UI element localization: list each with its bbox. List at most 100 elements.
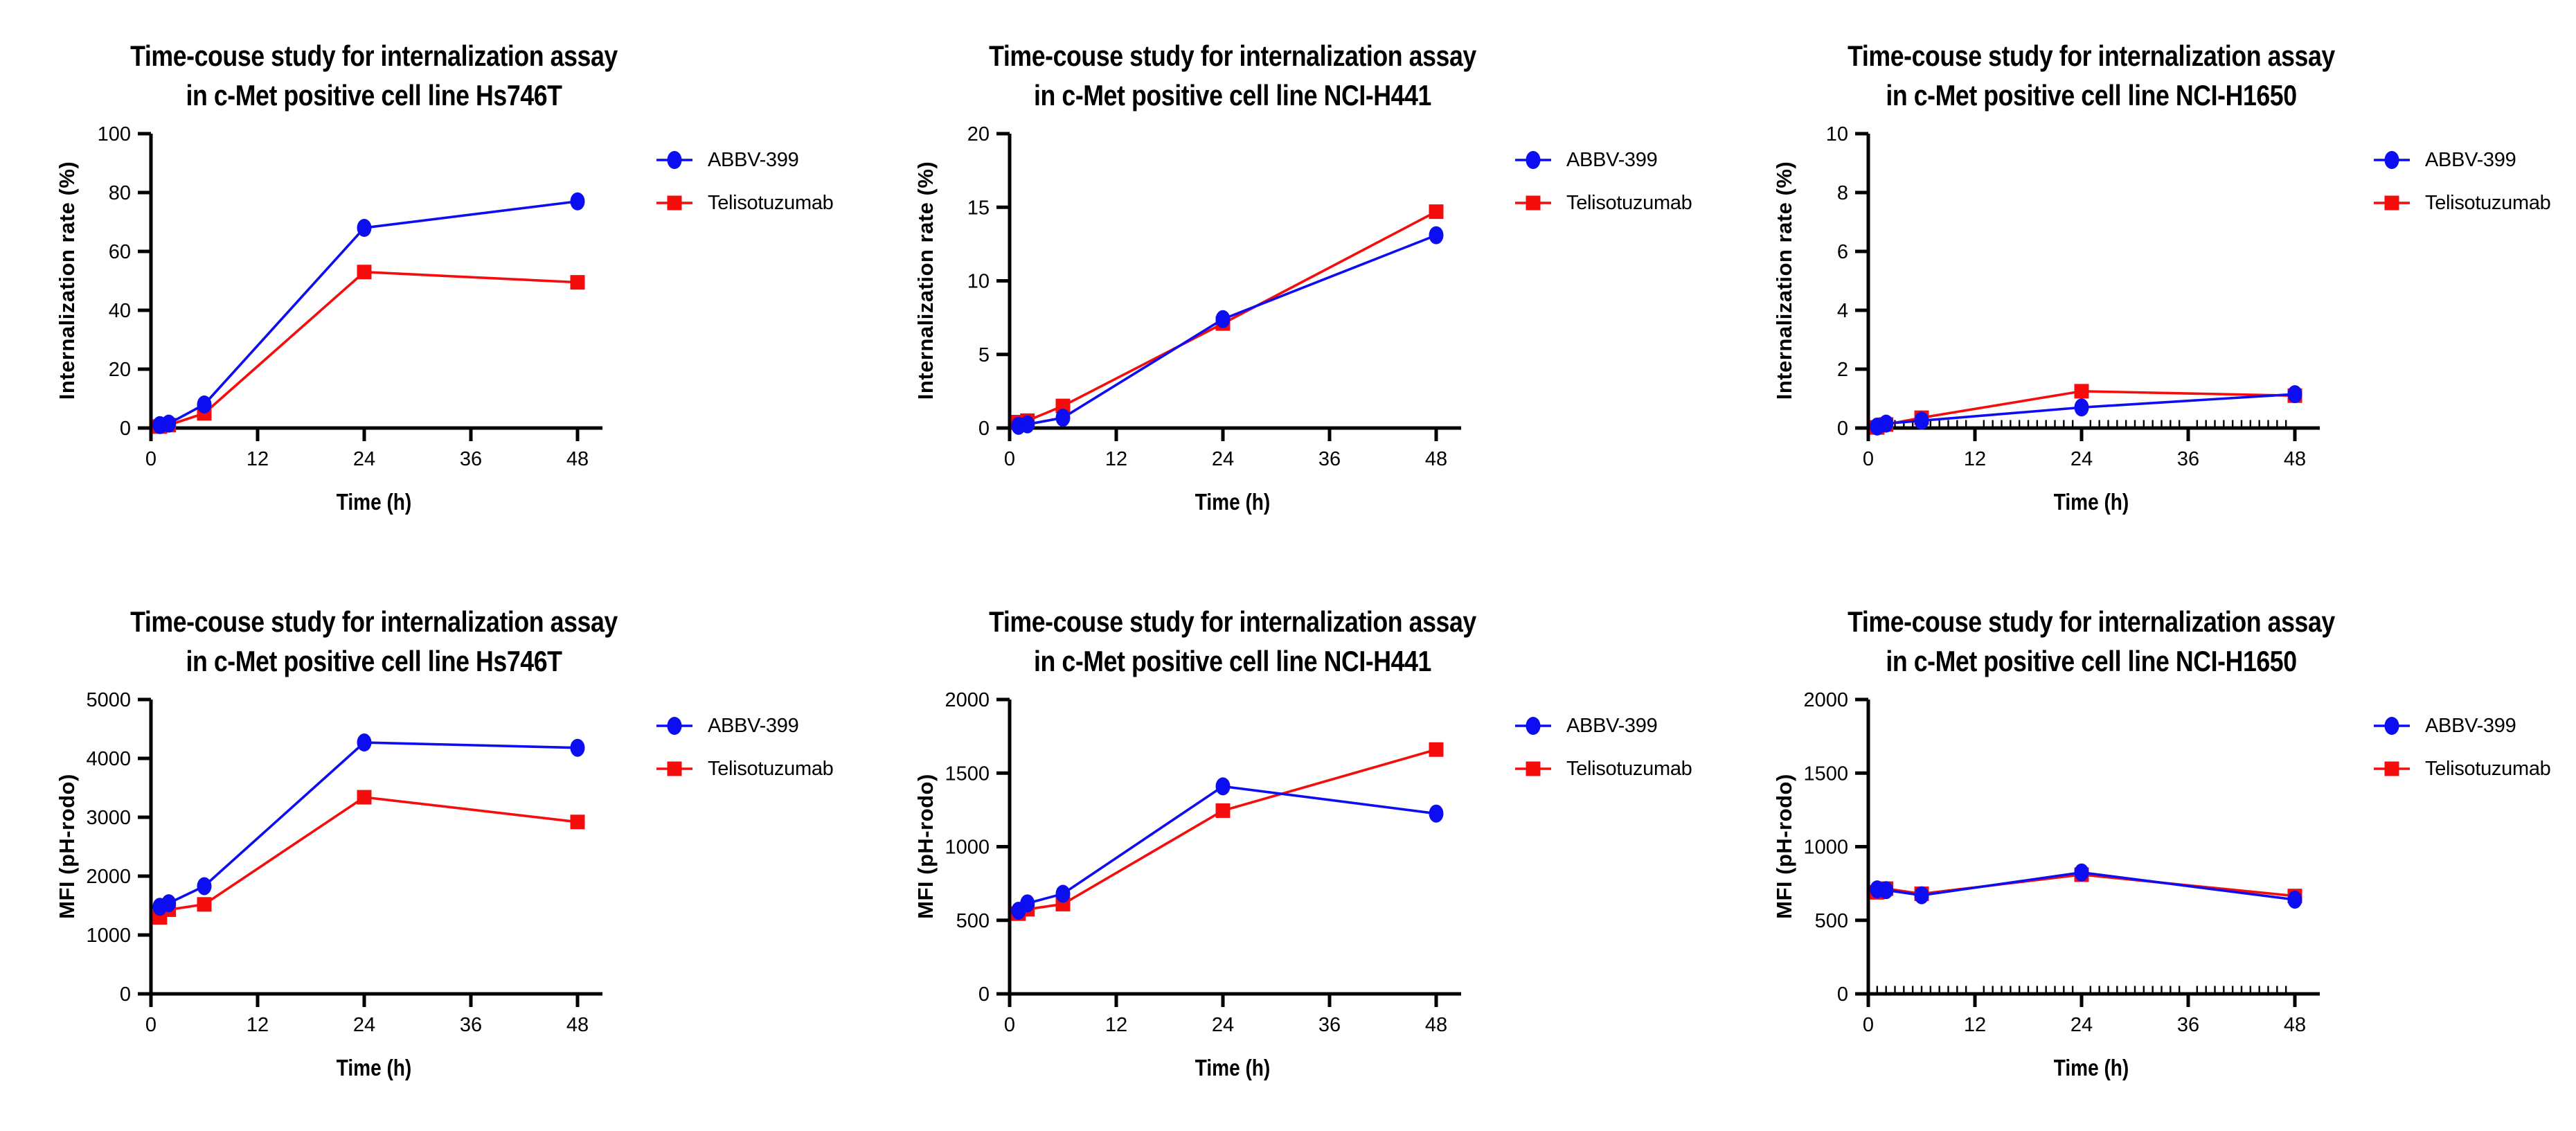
chart-title-line2: in c-Met positive cell line NCI-H441 <box>1034 79 1431 112</box>
x-axis-label: Time (h) <box>1195 489 1271 515</box>
axes <box>996 697 1461 1007</box>
legend-label: ABBV-399 <box>708 148 799 171</box>
x-axis-label: Time (h) <box>336 1055 412 1080</box>
line-chart-plot: 0 12 24 36 48 0 5 10 15 20 <box>967 123 1461 470</box>
svg-text:36: 36 <box>2177 448 2199 470</box>
svg-text:0: 0 <box>120 983 131 1006</box>
chart-legend: ABBV-399 Telisotuzumab <box>656 711 834 796</box>
series-abbv-399 <box>152 192 585 434</box>
series-telisotuzumab <box>1011 742 1444 921</box>
svg-text:500: 500 <box>956 910 990 932</box>
svg-text:36: 36 <box>460 1014 482 1036</box>
line-chart-plot: 0 12 24 36 48 0 500 1000 1500 2000 <box>945 689 1461 1036</box>
chart-title-line1: Time-couse study for internalization ass… <box>1848 605 2335 638</box>
legend-item-telisotuzumab: Telisotuzumab <box>2374 188 2551 218</box>
legend-item-telisotuzumab: Telisotuzumab <box>1515 754 1692 784</box>
legend-label: ABBV-399 <box>708 714 799 737</box>
svg-text:8: 8 <box>1837 182 1848 204</box>
svg-text:0: 0 <box>145 448 156 470</box>
chart-title: Time-couse study for internalization ass… <box>915 602 1550 681</box>
svg-text:0: 0 <box>1837 418 1848 440</box>
telisotuzumab-marker-icon <box>656 195 692 211</box>
chart-title: Time-couse study for internalization ass… <box>56 36 692 115</box>
abbv-399-marker-icon <box>656 151 692 169</box>
svg-text:48: 48 <box>2284 448 2306 470</box>
svg-text:4000: 4000 <box>86 748 131 770</box>
legend-label: Telisotuzumab <box>1566 191 1692 214</box>
chart-title: Time-couse study for internalization ass… <box>1773 602 2409 681</box>
svg-text:36: 36 <box>1318 448 1341 470</box>
svg-text:2000: 2000 <box>945 689 990 711</box>
legend-item-abbv-399: ABBV-399 <box>1515 145 1692 175</box>
svg-text:500: 500 <box>1815 910 1848 932</box>
svg-text:40: 40 <box>109 300 131 322</box>
legend-label: Telisotuzumab <box>708 757 834 780</box>
x-axis-label: Time (h) <box>2053 1055 2129 1080</box>
svg-text:12: 12 <box>1964 1014 1986 1036</box>
svg-text:1500: 1500 <box>1803 763 1848 785</box>
svg-text:0: 0 <box>145 1014 156 1036</box>
series-telisotuzumab <box>152 790 585 925</box>
svg-text:12: 12 <box>1964 448 1986 470</box>
chart-title-line1: Time-couse study for internalization ass… <box>130 39 618 72</box>
panel-nci-h1650-mfi: Time-couse study for internalization ass… <box>1717 566 2576 1131</box>
svg-text:5: 5 <box>978 344 990 366</box>
svg-text:1000: 1000 <box>1803 837 1848 859</box>
svg-text:24: 24 <box>1212 1014 1234 1036</box>
x-minor-ticks <box>1876 986 2287 994</box>
telisotuzumab-marker-icon <box>2374 761 2410 776</box>
legend-item-abbv-399: ABBV-399 <box>2374 711 2550 741</box>
chart-title-line2: in c-Met positive cell line NCI-H1650 <box>1886 645 2297 677</box>
legend-label: Telisotuzumab <box>2425 757 2551 780</box>
svg-text:20: 20 <box>967 123 990 145</box>
svg-text:6: 6 <box>1837 241 1848 263</box>
svg-text:36: 36 <box>1318 1014 1341 1036</box>
tick-labels: 0 12 24 36 48 0 20 40 60 80 100 <box>98 123 589 470</box>
svg-text:48: 48 <box>566 1014 589 1036</box>
telisotuzumab-marker-icon <box>2374 195 2410 211</box>
x-minor-ticks <box>1876 420 2287 428</box>
legend-label: Telisotuzumab <box>708 191 834 214</box>
svg-text:1500: 1500 <box>945 763 990 785</box>
legend-item-telisotuzumab: Telisotuzumab <box>1515 188 1692 218</box>
svg-text:5000: 5000 <box>86 689 131 711</box>
svg-text:24: 24 <box>2070 1014 2093 1036</box>
svg-text:10: 10 <box>1826 123 1848 145</box>
svg-text:12: 12 <box>247 1014 269 1036</box>
svg-text:12: 12 <box>247 448 269 470</box>
chart-legend: ABBV-399 Telisotuzumab <box>1515 145 1692 231</box>
svg-text:36: 36 <box>2177 1014 2199 1036</box>
axes <box>996 132 1461 441</box>
svg-text:12: 12 <box>1105 448 1127 470</box>
series-telisotuzumab <box>152 265 585 434</box>
line-chart-plot: 0 12 24 36 48 0 500 1000 1500 2000 <box>1803 689 2320 1036</box>
svg-text:20: 20 <box>109 359 131 381</box>
svg-text:1000: 1000 <box>86 925 131 947</box>
svg-text:0: 0 <box>1837 983 1848 1006</box>
chart-title-line1: Time-couse study for internalization ass… <box>1848 39 2335 72</box>
axes <box>138 132 602 441</box>
svg-text:48: 48 <box>1425 448 1447 470</box>
svg-text:0: 0 <box>978 418 990 440</box>
svg-text:48: 48 <box>2284 1014 2306 1036</box>
chart-title-line1: Time-couse study for internalization ass… <box>989 39 1476 72</box>
svg-text:80: 80 <box>109 182 131 204</box>
svg-text:100: 100 <box>98 123 131 145</box>
legend-item-abbv-399: ABBV-399 <box>2374 145 2550 175</box>
legend-item-abbv-399: ABBV-399 <box>656 145 833 175</box>
legend-item-telisotuzumab: Telisotuzumab <box>656 754 834 784</box>
panel-nci-h441-internalization-rate: Time-couse study for internalization ass… <box>859 0 1717 565</box>
abbv-399-marker-icon <box>1515 717 1551 735</box>
svg-text:0: 0 <box>978 983 990 1006</box>
svg-text:60: 60 <box>109 241 131 263</box>
legend-item-telisotuzumab: Telisotuzumab <box>656 188 834 218</box>
abbv-399-marker-icon <box>2374 151 2410 169</box>
legend-item-abbv-399: ABBV-399 <box>656 711 833 741</box>
chart-legend: ABBV-399 Telisotuzumab <box>1515 711 1692 796</box>
svg-text:3000: 3000 <box>86 807 131 829</box>
abbv-399-marker-icon <box>1515 151 1551 169</box>
telisotuzumab-marker-icon <box>1515 195 1551 211</box>
chart-title-line2: in c-Met positive cell line Hs746T <box>186 645 562 677</box>
line-chart-plot: 0 12 24 36 48 0 20 40 60 80 100 <box>98 123 602 470</box>
